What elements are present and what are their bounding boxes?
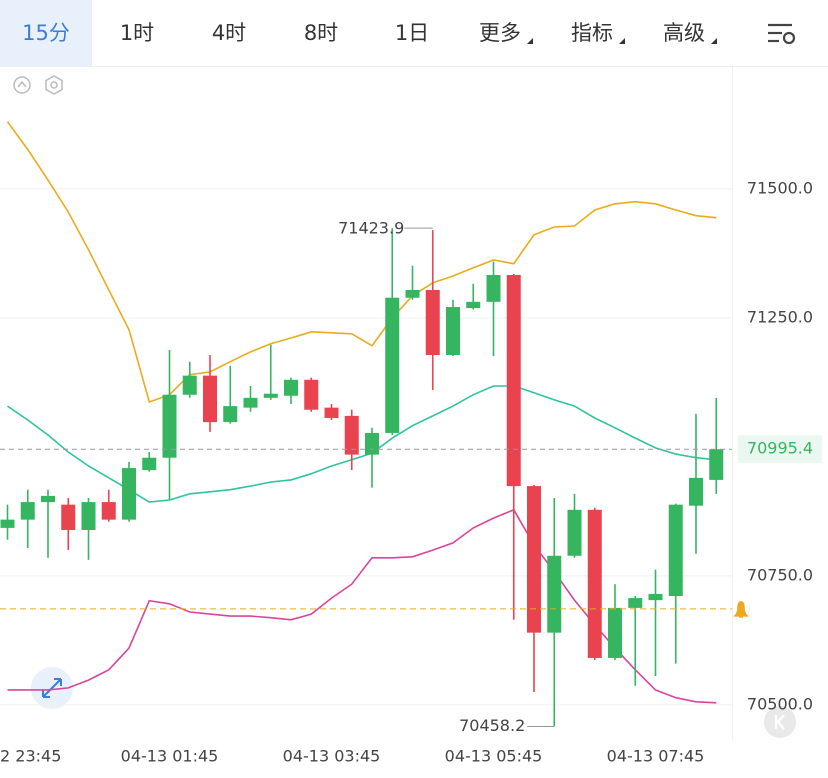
dropdown-caret bbox=[527, 38, 533, 44]
y-tick-label: 70750.0 bbox=[747, 565, 813, 584]
icon-gear bbox=[782, 31, 796, 45]
candle-body bbox=[587, 509, 602, 658]
tool-icon-arrow bbox=[17, 80, 27, 88]
last-price-bg bbox=[738, 435, 822, 464]
candle-body bbox=[41, 495, 55, 503]
dropdown-caret bbox=[711, 38, 717, 44]
candle-body bbox=[527, 486, 541, 633]
tab[interactable]: 15分 bbox=[22, 21, 70, 45]
y-tick-label: 70500.0 bbox=[747, 694, 813, 713]
last-price-label: 70995.4 bbox=[747, 439, 813, 458]
candle-body bbox=[203, 375, 217, 423]
candle-body bbox=[20, 502, 35, 520]
expand-arrow bbox=[42, 678, 62, 698]
candle-body bbox=[425, 289, 440, 356]
candle-body bbox=[223, 406, 238, 423]
x-tick-label: 2 23:45 bbox=[0, 747, 61, 766]
candle-body bbox=[284, 379, 298, 396]
tool-icon[interactable] bbox=[45, 75, 63, 95]
x-tick-label: 04-13 01:45 bbox=[121, 747, 219, 766]
candle-body bbox=[648, 593, 663, 601]
jump-icon bbox=[774, 714, 785, 730]
band-line bbox=[6, 121, 717, 404]
candle-body bbox=[385, 297, 400, 433]
tool-icon-dot bbox=[50, 81, 58, 89]
tab[interactable]: 更多 bbox=[479, 21, 521, 45]
tab[interactable]: 4时 bbox=[212, 21, 246, 45]
candle-body bbox=[446, 307, 460, 356]
tool-icon[interactable] bbox=[13, 76, 31, 94]
candle-body bbox=[567, 509, 582, 556]
candle-body bbox=[405, 289, 420, 298]
plot bbox=[0, 121, 732, 727]
candle-body bbox=[263, 393, 278, 398]
chart-tools[interactable] bbox=[13, 75, 63, 95]
candle-body bbox=[162, 394, 177, 458]
tab[interactable]: 高级 bbox=[663, 21, 705, 45]
tab[interactable]: 1日 bbox=[395, 21, 429, 45]
candle-body bbox=[365, 432, 379, 455]
candle-body bbox=[243, 397, 258, 408]
tab[interactable]: 8时 bbox=[304, 21, 338, 45]
x-tick-label: 04-13 03:45 bbox=[283, 747, 381, 766]
tab[interactable]: 指标 bbox=[571, 21, 613, 45]
expand-button[interactable] bbox=[31, 667, 73, 709]
min-label: 70458.2 bbox=[459, 716, 525, 735]
candle-body bbox=[668, 504, 683, 597]
x-tick-label: 04-13 07:45 bbox=[607, 747, 705, 766]
candle-body bbox=[0, 519, 15, 528]
candle-body bbox=[547, 555, 562, 633]
jump-bg bbox=[764, 706, 796, 738]
candle-body bbox=[506, 275, 521, 487]
candle-body bbox=[142, 457, 157, 471]
max-label: 71423.9 bbox=[338, 219, 404, 238]
candle-body bbox=[61, 504, 76, 530]
tab-selected-bg bbox=[0, 0, 92, 66]
candle-body bbox=[689, 477, 703, 506]
y-tick-label: 71250.0 bbox=[747, 307, 813, 326]
candle-body bbox=[344, 415, 359, 455]
jump-latest-button[interactable] bbox=[764, 706, 796, 738]
y-tick-label: 71500.0 bbox=[747, 178, 813, 197]
candle-body bbox=[122, 468, 136, 520]
settings-icon[interactable] bbox=[768, 23, 796, 45]
candle-body bbox=[486, 275, 501, 302]
candle-body bbox=[324, 407, 339, 418]
candle-body bbox=[81, 502, 96, 530]
candle-body bbox=[304, 379, 319, 410]
alert-bell bbox=[733, 601, 749, 618]
candle-body bbox=[628, 598, 643, 608]
candle-body bbox=[709, 449, 724, 480]
candle-body bbox=[466, 301, 481, 309]
candle-body bbox=[608, 607, 622, 658]
x-tick-label: 04-13 05:45 bbox=[445, 747, 543, 766]
candle-body bbox=[182, 375, 197, 395]
tab[interactable]: 1时 bbox=[120, 21, 154, 45]
dropdown-caret bbox=[619, 38, 625, 44]
candle-body bbox=[101, 502, 116, 520]
